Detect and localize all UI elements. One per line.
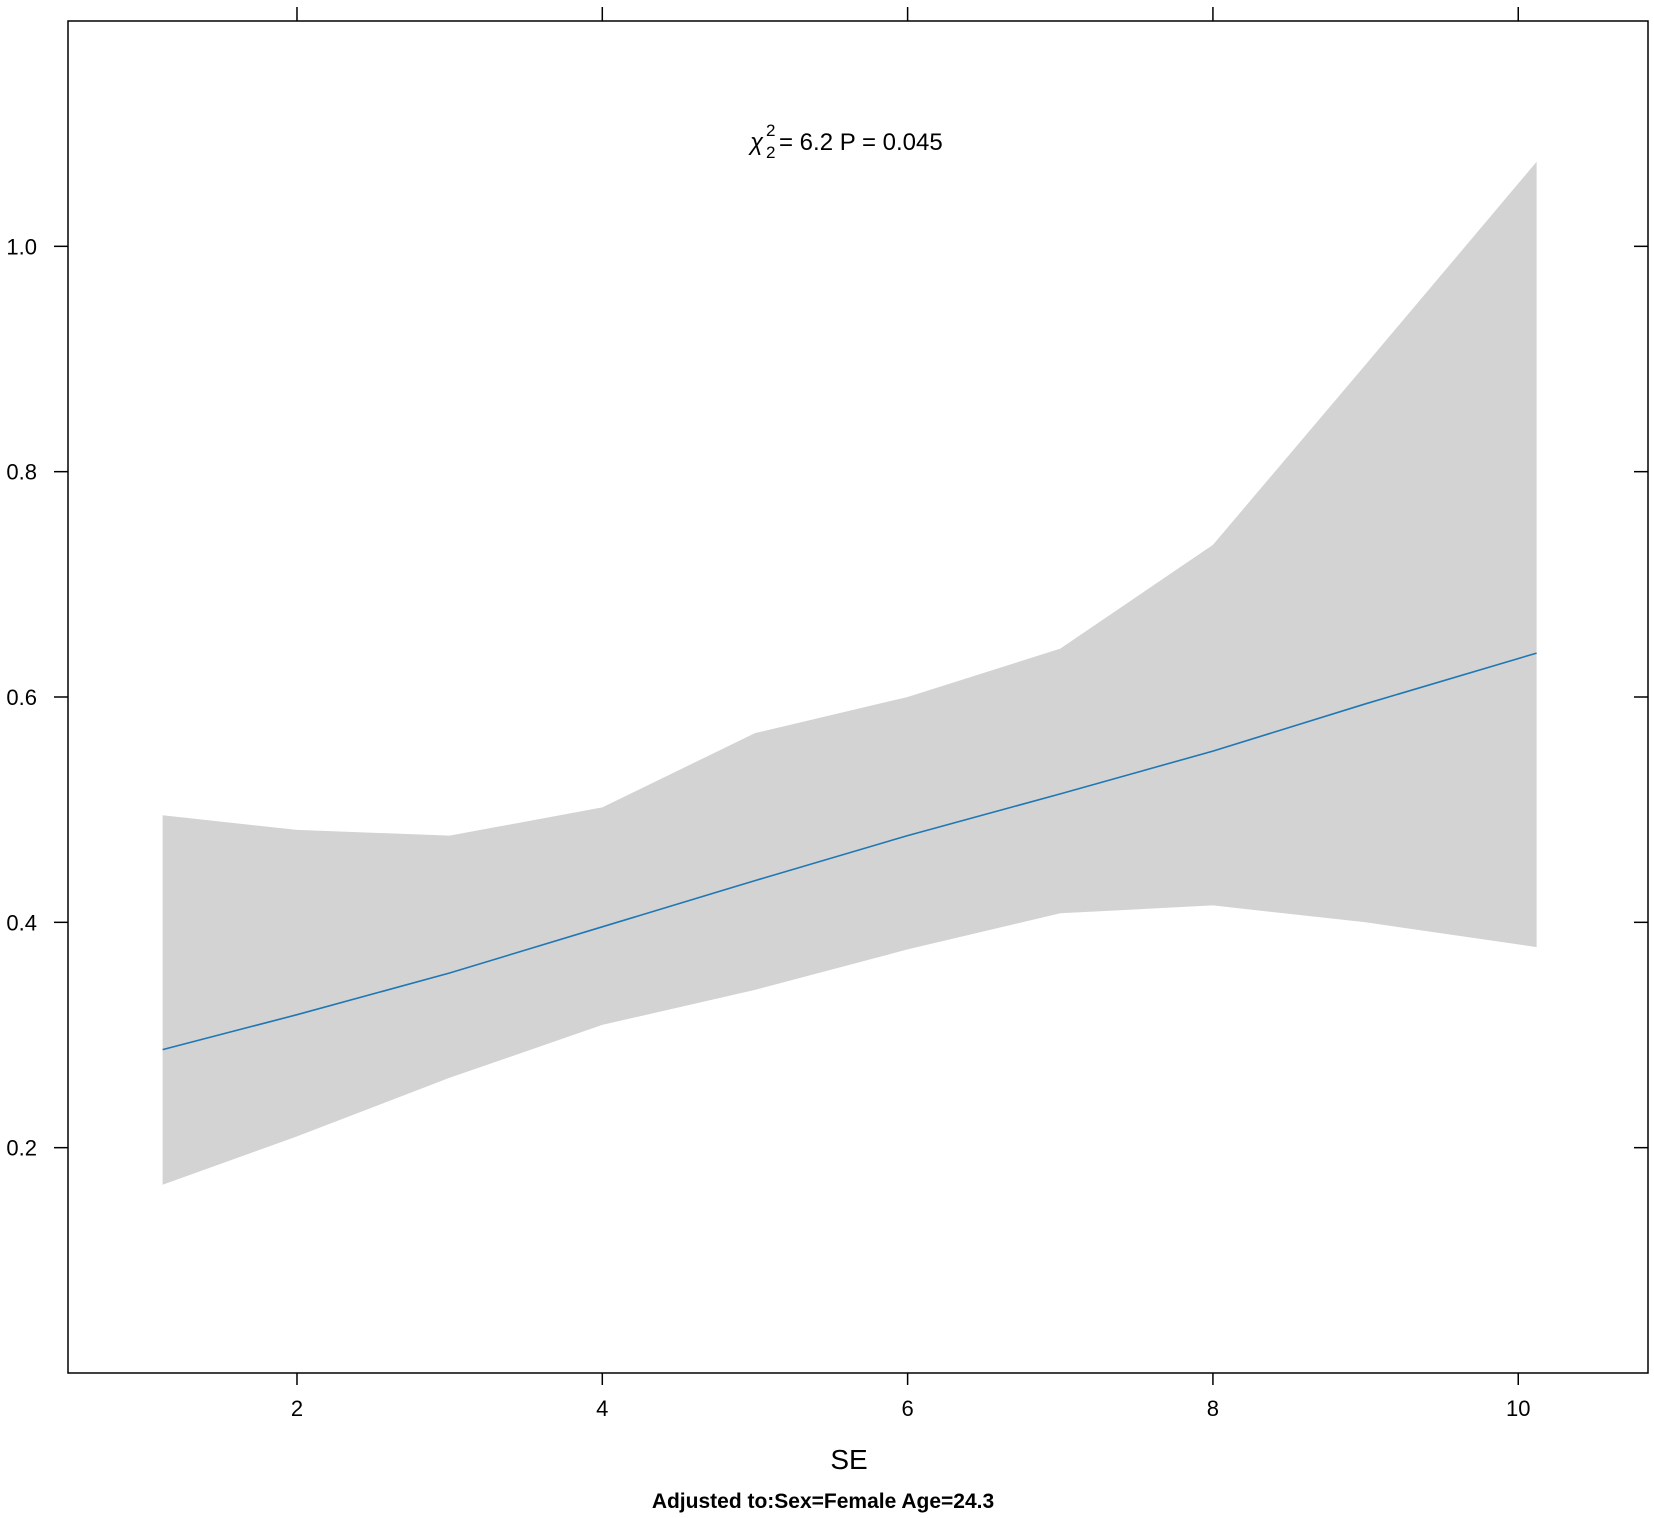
y-tick-label: 0.6 [6, 685, 37, 710]
x-tick-label: 6 [901, 1396, 913, 1421]
x-tick-label: 10 [1506, 1396, 1530, 1421]
y-tick-label: 0.2 [6, 1136, 37, 1161]
x-axis-label: SE [830, 1444, 867, 1475]
chi-symbol: χ [748, 129, 764, 156]
confidence-band [162, 161, 1537, 1185]
y-axis: 0.2 0.4 0.6 0.8 1.0 [6, 234, 1648, 1161]
x-tick-label: 8 [1207, 1396, 1219, 1421]
y-tick-label: 0.8 [6, 460, 37, 485]
chi-square-annotation: χ 2 2 = 6.2 P = 0.045 [748, 121, 943, 162]
chi-superscript: 2 [766, 121, 775, 140]
fitted-line [162, 652, 1537, 1051]
x-axis: 2 4 6 8 10 [291, 7, 1530, 1421]
statistic-text: = 6.2 P = 0.045 [779, 129, 943, 156]
x-tick-label: 2 [291, 1396, 303, 1421]
chi-subscript: 2 [766, 143, 775, 162]
adjustment-footnote: Adjusted to:Sex=Female Age=24.3 [652, 1490, 994, 1513]
y-tick-label: 0.4 [6, 910, 37, 935]
y-tick-label: 1.0 [6, 234, 37, 259]
x-tick-label: 4 [596, 1396, 608, 1421]
